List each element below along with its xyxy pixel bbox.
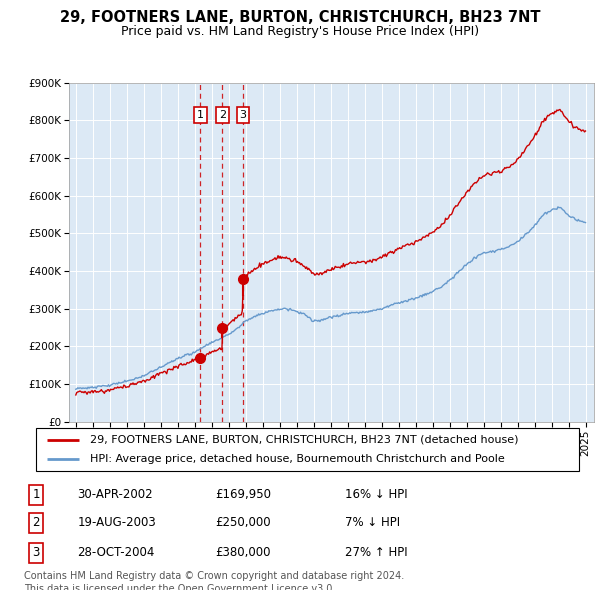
Text: 3: 3 <box>32 546 40 559</box>
Text: 2: 2 <box>219 110 226 120</box>
FancyBboxPatch shape <box>36 428 579 471</box>
Text: 2: 2 <box>32 516 40 529</box>
Text: 27% ↑ HPI: 27% ↑ HPI <box>345 546 408 559</box>
Text: 7% ↓ HPI: 7% ↓ HPI <box>345 516 400 529</box>
Text: £250,000: £250,000 <box>215 516 271 529</box>
Text: 3: 3 <box>239 110 247 120</box>
Text: 29, FOOTNERS LANE, BURTON, CHRISTCHURCH, BH23 7NT (detached house): 29, FOOTNERS LANE, BURTON, CHRISTCHURCH,… <box>91 435 519 445</box>
Text: 28-OCT-2004: 28-OCT-2004 <box>77 546 155 559</box>
Text: 16% ↓ HPI: 16% ↓ HPI <box>345 489 408 502</box>
Text: HPI: Average price, detached house, Bournemouth Christchurch and Poole: HPI: Average price, detached house, Bour… <box>91 454 505 464</box>
Text: 1: 1 <box>32 489 40 502</box>
Text: 1: 1 <box>197 110 204 120</box>
Text: Contains HM Land Registry data © Crown copyright and database right 2024.
This d: Contains HM Land Registry data © Crown c… <box>24 571 404 590</box>
Text: £169,950: £169,950 <box>215 489 271 502</box>
Text: £380,000: £380,000 <box>215 546 271 559</box>
Text: 30-APR-2002: 30-APR-2002 <box>77 489 153 502</box>
Text: 29, FOOTNERS LANE, BURTON, CHRISTCHURCH, BH23 7NT: 29, FOOTNERS LANE, BURTON, CHRISTCHURCH,… <box>60 10 540 25</box>
Text: Price paid vs. HM Land Registry's House Price Index (HPI): Price paid vs. HM Land Registry's House … <box>121 25 479 38</box>
Text: 19-AUG-2003: 19-AUG-2003 <box>77 516 156 529</box>
